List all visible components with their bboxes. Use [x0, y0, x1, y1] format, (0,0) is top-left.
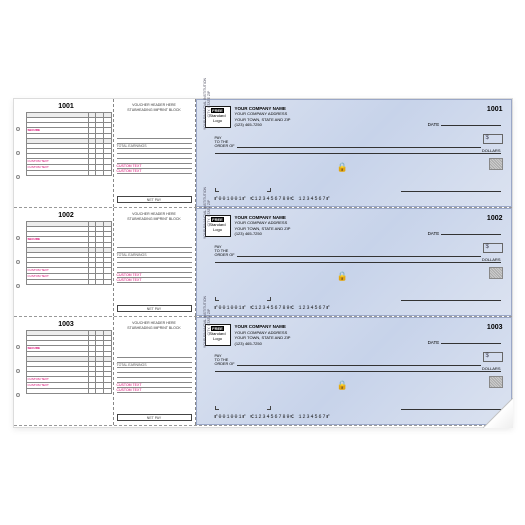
binder-hole [16, 151, 20, 155]
lock-icon: 🔒 [337, 162, 348, 173]
binder-hole [16, 260, 20, 264]
stub-table: SECURE CUSTOM TEXT CUSTOM TEXT [26, 112, 112, 176]
security-chip-icon [489, 158, 503, 170]
stub: 1003 SECURE CUSTOM TEXT CUSTOM TEXT [14, 317, 114, 425]
stub: 1001 SECURE CUSTOM TEXT CUSTOM TEXT [14, 99, 114, 207]
binder-hole [16, 369, 20, 373]
corner-mark [215, 188, 219, 192]
date-line: DATE [428, 122, 501, 127]
security-chip-icon [489, 376, 503, 388]
voucher: VOUCHER HEADER HERESTUBHEADING IMPRINT B… [114, 317, 196, 425]
lock-icon: 🔒 [337, 380, 348, 391]
voucher: VOUCHER HEADER HERE STUBHEADING IMPRINT … [114, 99, 196, 207]
voucher: VOUCHER HEADER HERESTUBHEADING IMPRINT B… [114, 208, 196, 316]
binder-hole [16, 236, 20, 240]
amount-box: $ [483, 134, 503, 144]
binder-hole [16, 393, 20, 397]
binder-hole [16, 175, 20, 179]
micr-line: ⑈001001⑈ ⑆123456789⑆ 1234567⑈ [215, 196, 331, 202]
stub: 1002 SECURE CUSTOM TEXT CUSTOM TEXT [14, 208, 114, 316]
check-sheet: 1001 SECURE CUSTOM TEXT CUSTOM TEXT VOUC… [13, 98, 513, 428]
stub-number: 1002 [22, 212, 111, 219]
page-curl-icon [483, 398, 513, 428]
binder-hole [16, 284, 20, 288]
lock-icon: 🔒 [337, 271, 348, 282]
stub-number: 1003 [22, 321, 111, 328]
check-row: 1003 SECURE CUSTOM TEXT CUSTOM TEXT VOUC… [14, 317, 512, 426]
security-chip-icon [489, 267, 503, 279]
dollars-line: DOLLARS [215, 148, 501, 154]
stub-table: SECURE CUSTOM TEXT CUSTOM TEXT [26, 221, 112, 285]
check-row: 1001 SECURE CUSTOM TEXT CUSTOM TEXT VOUC… [14, 99, 512, 208]
check-row: 1002 SECURE CUSTOM TEXT CUSTOM TEXT VOUC… [14, 208, 512, 317]
company-block: YOUR COMPANY NAME YOUR COMPANY ADDRESS Y… [235, 106, 291, 128]
binder-hole [16, 345, 20, 349]
pay-to-line: PAYTO THEORDER OF [215, 136, 481, 148]
stub-number: 1001 [22, 103, 111, 110]
binder-hole [16, 127, 20, 131]
voucher-header: VOUCHER HEADER HERE STUBHEADING IMPRINT … [117, 103, 192, 113]
check-number: 1001 [487, 106, 503, 113]
net-pay-box: NET PAY [117, 196, 192, 203]
bank-info: YOUR FINANCIAL INSTITUTION CITY, STATE Z… [203, 74, 211, 134]
check: FREEStandardLogo YOUR COMPANY NAMEYOUR C… [196, 317, 512, 425]
check: FREE Standard Logo YOUR COMPANY NAME YOU… [196, 99, 512, 207]
check: FREEStandardLogo YOUR COMPANY NAMEYOUR C… [196, 208, 512, 316]
stub-table: SECURE CUSTOM TEXT CUSTOM TEXT [26, 330, 112, 394]
signature-line [401, 191, 501, 192]
corner-mark [267, 188, 271, 192]
